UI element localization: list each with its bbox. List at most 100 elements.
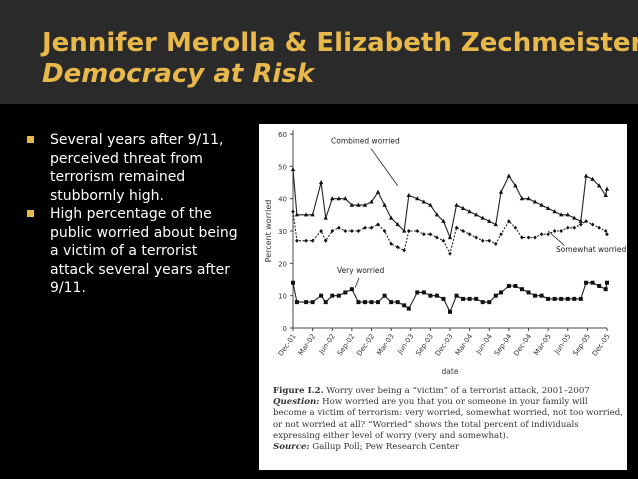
annotation-arrow-combined-worried [370, 148, 398, 186]
bullet-text: Several years after 9/11, perceived thre… [50, 132, 224, 204]
square-bullet-icon [27, 210, 34, 217]
data-point-somewhat-worried [415, 229, 420, 233]
x-tick-label: Mar-03 [375, 333, 395, 357]
x-tick-label: Dec-03 [434, 333, 455, 358]
data-point-combined-worried [447, 234, 453, 240]
x-tick-label: Dec-02 [355, 333, 376, 358]
caption-title: Worry over being a “victim” of a terrori… [326, 386, 590, 396]
data-point-very-worried [467, 296, 472, 301]
data-point-very-worried [294, 300, 299, 305]
data-point-very-worried [539, 293, 544, 298]
data-point-combined-worried [382, 202, 387, 207]
data-point-very-worried [526, 290, 531, 295]
bullet-item: Several years after 9/11, perceived thre… [25, 131, 240, 205]
data-point-combined-worried [467, 209, 472, 214]
title-band: Jennifer Merolla & Elizabeth Zechmeister… [0, 0, 638, 104]
data-point-combined-worried [388, 215, 394, 220]
data-point-very-worried [584, 280, 589, 285]
data-point-somewhat-worried [597, 225, 601, 230]
data-point-combined-worried [498, 189, 504, 194]
x-tick-label: Jun-05 [552, 333, 572, 357]
data-point-somewhat-worried [363, 225, 367, 230]
data-point-very-worried [441, 296, 446, 301]
data-point-very-worried [369, 300, 374, 305]
x-tick-label: Jun-02 [317, 333, 337, 357]
slide-title: Jennifer Merolla & Elizabeth Zechmeister… [42, 28, 638, 58]
data-point-combined-worried [310, 212, 315, 217]
data-point-combined-worried [343, 196, 348, 201]
data-point-somewhat-worried [304, 238, 308, 243]
data-point-somewhat-worried [343, 229, 348, 233]
data-point-combined-worried [603, 192, 608, 198]
data-point-somewhat-worried [406, 229, 411, 233]
data-point-combined-worried [493, 222, 498, 227]
data-point-somewhat-worried [369, 225, 374, 230]
x-tick-label: Dec-04 [512, 332, 533, 357]
caption-question-label: Question: [273, 397, 320, 408]
data-point-very-worried [546, 296, 551, 301]
caption-source: Gallup Poll; Pew Research Center [312, 442, 460, 453]
data-point-very-worried [448, 309, 452, 314]
data-point-combined-worried [590, 176, 595, 181]
data-point-somewhat-worried [356, 229, 361, 233]
data-point-very-worried [406, 306, 411, 311]
data-point-combined-worried [318, 180, 324, 185]
annotation-somewhat-worried: Somewhat worried [556, 245, 627, 254]
data-point-somewhat-worried [461, 229, 465, 233]
data-point-somewhat-worried [428, 232, 433, 237]
data-point-somewhat-worried [467, 232, 472, 237]
data-point-very-worried [605, 280, 609, 285]
data-point-very-worried [362, 300, 367, 305]
slide-subtitle: Democracy at Risk [42, 59, 315, 89]
x-tick-label: Mar-05 [532, 333, 552, 357]
data-point-very-worried [480, 300, 485, 305]
data-point-very-worried [428, 293, 433, 298]
y-tick-label: 20 [278, 260, 287, 268]
bullet-text: High percentage of the public worried ab… [50, 206, 238, 296]
bullet-list: Several years after 9/11, perceived thre… [25, 131, 240, 298]
data-point-very-worried [291, 280, 295, 285]
data-point-very-worried [499, 290, 504, 295]
data-point-combined-worried [369, 199, 374, 204]
data-point-combined-worried [415, 196, 420, 201]
data-point-combined-worried [583, 173, 589, 178]
data-point-very-worried [461, 296, 466, 301]
data-point-combined-worried [323, 215, 328, 220]
data-point-somewhat-worried [565, 225, 570, 230]
data-point-very-worried [376, 300, 381, 305]
data-point-very-worried [533, 293, 538, 298]
data-point-somewhat-worried [474, 235, 478, 240]
annotation-arrow-somewhat-worried [547, 230, 565, 246]
data-point-somewhat-worried [493, 241, 498, 246]
y-tick-label: 60 [278, 131, 287, 139]
data-point-very-worried [603, 287, 608, 292]
data-point-very-worried [559, 296, 564, 301]
data-point-somewhat-worried [520, 235, 524, 240]
data-point-very-worried [343, 290, 348, 295]
data-point-very-worried [395, 300, 400, 305]
annotation-combined-worried: Combined worried [331, 137, 400, 146]
data-point-somewhat-worried [590, 222, 595, 227]
data-point-somewhat-worried [454, 225, 459, 230]
data-point-very-worried [493, 293, 498, 298]
y-tick-label: 40 [278, 196, 287, 204]
data-point-combined-worried [519, 196, 525, 201]
data-point-very-worried [330, 293, 335, 298]
data-point-somewhat-worried [448, 251, 452, 256]
data-point-combined-worried [303, 212, 309, 217]
data-point-combined-worried [473, 212, 479, 217]
data-point-combined-worried [545, 205, 551, 210]
data-point-combined-worried [375, 189, 381, 194]
data-point-somewhat-worried [584, 219, 588, 224]
data-point-combined-worried [406, 192, 411, 198]
data-point-combined-worried [294, 212, 300, 217]
data-point-somewhat-worried [441, 238, 446, 243]
data-point-somewhat-worried [487, 238, 492, 243]
data-point-combined-worried [336, 196, 341, 201]
data-point-combined-worried [539, 202, 544, 207]
data-point-combined-worried [421, 199, 427, 204]
y-tick-label: 30 [278, 228, 287, 236]
data-point-combined-worried [402, 228, 407, 233]
data-point-very-worried [336, 293, 341, 298]
